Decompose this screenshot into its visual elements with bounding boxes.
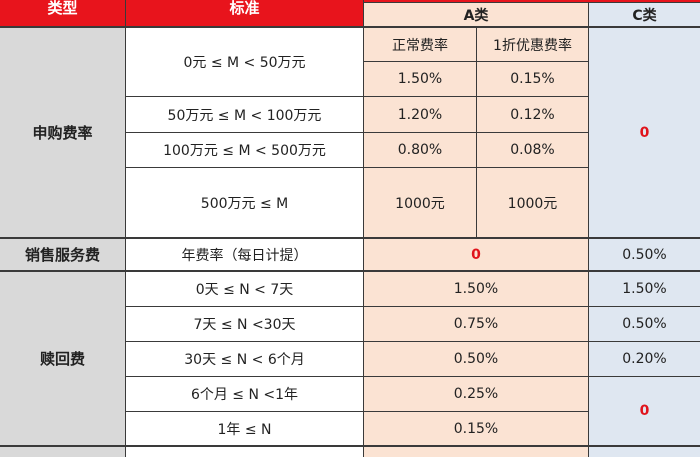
subscription-discount: 0.15%: [477, 62, 588, 96]
a-subheader-normal: 正常费率: [364, 28, 476, 61]
redemption-range: 0天 ≤ N < 7天: [126, 272, 363, 306]
sales-service-c-value: 0.50%: [589, 239, 700, 270]
redemption-a-value: 0.50%: [364, 342, 588, 376]
subscription-normal: 1.20%: [364, 97, 476, 132]
redemption-range: 7天 ≤ N <30天: [126, 307, 363, 341]
redemption-c-value: 0.20%: [589, 342, 700, 376]
subscription-label: 申购费率: [0, 28, 125, 237]
next-row-c: [589, 447, 700, 457]
redemption-c-value: 0.50%: [589, 307, 700, 341]
redemption-range: 1年 ≤ N: [126, 412, 363, 445]
next-row-standard: [126, 447, 363, 457]
redemption-a-value: 0.15%: [364, 412, 588, 445]
a-subheader-discount: 1折优惠费率: [477, 28, 588, 61]
next-row-label: [0, 447, 125, 457]
header-type: 类型: [0, 0, 125, 26]
redemption-c-value: 1.50%: [589, 272, 700, 306]
redemption-a-value: 0.75%: [364, 307, 588, 341]
subscription-range: 0元 ≤ M < 50万元: [126, 28, 363, 96]
redemption-c-value-over-6m: 0: [589, 377, 700, 445]
redemption-range: 6个月 ≤ N <1年: [126, 377, 363, 411]
subscription-normal: 0.80%: [364, 133, 476, 167]
subscription-discount: 0.12%: [477, 97, 588, 132]
subscription-range: 100万元 ≤ M < 500万元: [126, 133, 363, 167]
sales-service-label: 销售服务费: [0, 239, 125, 270]
subscription-range: 50万元 ≤ M < 100万元: [126, 97, 363, 132]
sales-service-standard: 年费率（每日计提）: [126, 239, 363, 270]
header-top-strip: [364, 0, 700, 2]
header-class-c: C类: [589, 3, 700, 26]
redemption-label: 赎回费: [0, 272, 125, 445]
header-class-a: A类: [364, 3, 588, 26]
redemption-a-value: 0.25%: [364, 377, 588, 411]
subscription-c-value: 0: [589, 28, 700, 237]
next-row-a: [364, 447, 588, 457]
subscription-normal: 1.50%: [364, 62, 476, 96]
subscription-range: 500万元 ≤ M: [126, 168, 363, 237]
subscription-normal: 1000元: [364, 168, 476, 237]
subscription-discount: 1000元: [477, 168, 588, 237]
subscription-discount: 0.08%: [477, 133, 588, 167]
header-standard: 标准: [126, 0, 363, 26]
sales-service-a-value: 0: [364, 239, 588, 270]
redemption-a-value: 1.50%: [364, 272, 588, 306]
redemption-range: 30天 ≤ N < 6个月: [126, 342, 363, 376]
